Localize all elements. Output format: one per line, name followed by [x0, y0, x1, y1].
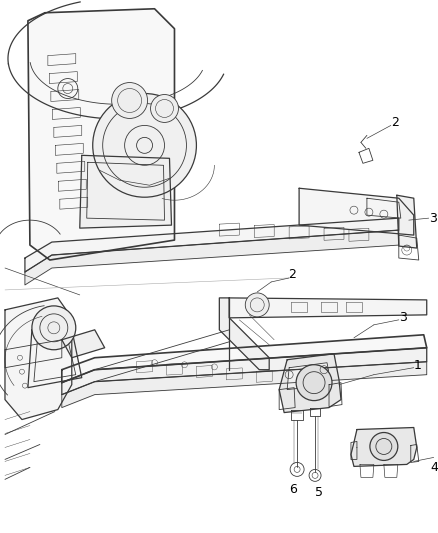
Polygon shape: [5, 340, 62, 368]
Polygon shape: [62, 335, 427, 383]
Circle shape: [296, 365, 332, 401]
Polygon shape: [62, 362, 427, 408]
Text: 2: 2: [391, 116, 399, 129]
Polygon shape: [397, 195, 417, 248]
Polygon shape: [28, 9, 174, 260]
Text: 3: 3: [399, 311, 407, 325]
Polygon shape: [25, 218, 399, 272]
Polygon shape: [25, 230, 399, 285]
Polygon shape: [279, 354, 341, 413]
Circle shape: [370, 432, 398, 461]
Text: 5: 5: [315, 486, 323, 499]
Polygon shape: [219, 298, 269, 370]
Polygon shape: [80, 155, 172, 228]
Text: 1: 1: [414, 359, 422, 372]
Text: 2: 2: [288, 269, 296, 281]
Polygon shape: [351, 427, 417, 466]
Polygon shape: [62, 348, 427, 394]
Text: 6: 6: [289, 483, 297, 496]
Text: 3: 3: [429, 212, 437, 224]
Polygon shape: [28, 320, 82, 387]
Circle shape: [32, 306, 76, 350]
Polygon shape: [230, 298, 427, 318]
Polygon shape: [299, 188, 414, 235]
Polygon shape: [5, 298, 72, 419]
Circle shape: [245, 293, 269, 317]
Circle shape: [151, 94, 178, 123]
Text: 4: 4: [431, 461, 438, 474]
Polygon shape: [62, 330, 105, 358]
Circle shape: [112, 83, 148, 118]
Polygon shape: [287, 363, 331, 390]
Circle shape: [93, 93, 196, 197]
